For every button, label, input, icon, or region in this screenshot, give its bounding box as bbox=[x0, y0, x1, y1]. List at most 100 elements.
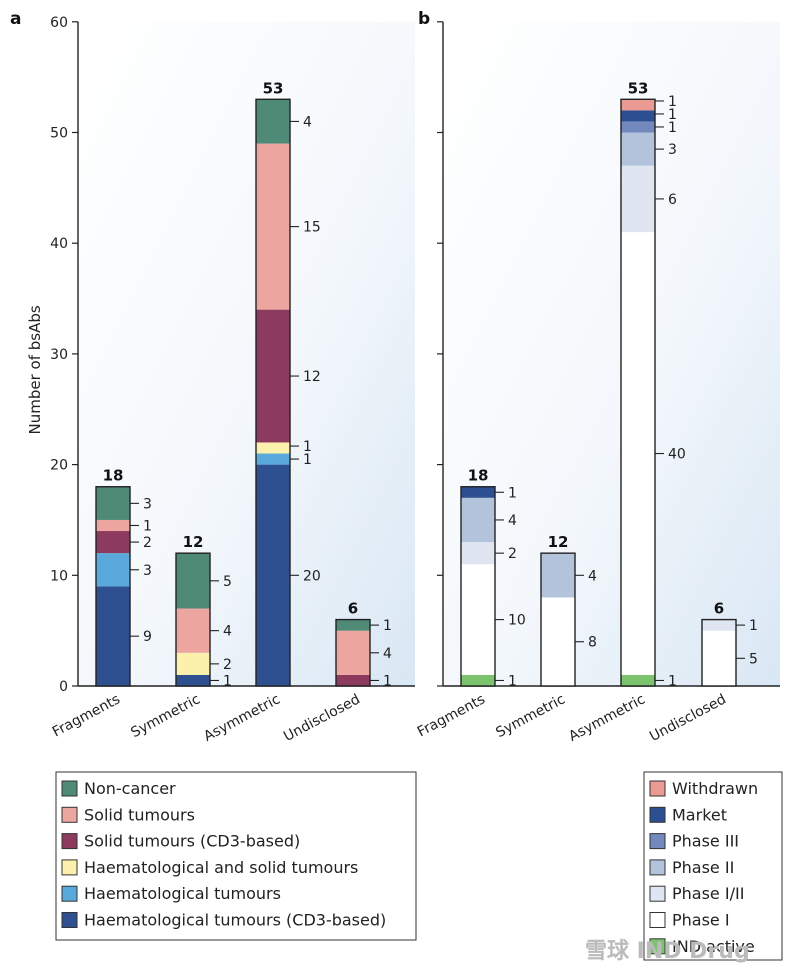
bar-segment bbox=[621, 110, 655, 122]
legend-swatch bbox=[649, 938, 666, 955]
bar-outline bbox=[255, 98, 291, 687]
segment-value-label: 1 bbox=[668, 120, 677, 136]
legend-entry: IND active bbox=[672, 937, 755, 956]
category-label: Symmetric bbox=[493, 691, 568, 741]
bar-segment bbox=[96, 553, 130, 587]
legend-swatch bbox=[649, 912, 666, 928]
bar-segment bbox=[702, 619, 736, 631]
y-tick-label: 40 bbox=[50, 236, 68, 252]
legend-swatch bbox=[649, 780, 666, 797]
segment-value-label: 1 bbox=[303, 439, 312, 455]
legend-swatch bbox=[61, 912, 78, 928]
bar-total-label: 53 bbox=[628, 79, 649, 97]
legend-swatch bbox=[649, 885, 666, 902]
bar-segment bbox=[336, 674, 370, 686]
y-tick-label: 30 bbox=[50, 347, 68, 363]
legend-entry: Solid tumours bbox=[84, 805, 195, 824]
segment-value-label: 1 bbox=[223, 673, 232, 689]
bar-total-label: 6 bbox=[714, 600, 724, 618]
legend-entry: Haematological tumours (CD3-based) bbox=[84, 911, 386, 930]
panel-b: b18110241Fragments1284Symmetric531406311… bbox=[415, 9, 780, 745]
bar-segment bbox=[621, 165, 655, 233]
segment-value-label: 1 bbox=[303, 452, 312, 468]
segment-value-label: 20 bbox=[303, 568, 321, 584]
bar-outline bbox=[460, 486, 496, 687]
legend-swatch bbox=[649, 859, 666, 876]
category-label: Undisclosed bbox=[647, 691, 729, 745]
segment-value-label: 1 bbox=[383, 618, 392, 634]
bar-segment bbox=[336, 619, 370, 631]
segment-value-label: 4 bbox=[588, 568, 597, 584]
legend-swatch bbox=[649, 806, 666, 823]
legend-entry: Market bbox=[672, 805, 727, 824]
category-label: Fragments bbox=[50, 691, 123, 740]
segment-value-label: 2 bbox=[508, 546, 517, 562]
bar-total-label: 12 bbox=[548, 533, 569, 551]
bar-segment bbox=[621, 674, 655, 686]
panel-letter: a bbox=[10, 9, 21, 29]
legend-entry: Haematological tumours bbox=[84, 884, 281, 903]
category-label: Asymmetric bbox=[201, 691, 283, 745]
category-label: Fragments bbox=[415, 691, 488, 740]
legend-entry: Phase II bbox=[672, 858, 734, 877]
category-label: Symmetric bbox=[128, 691, 203, 741]
bar-total-label: 18 bbox=[468, 467, 489, 485]
segment-value-label: 10 bbox=[508, 613, 526, 629]
bar-segment bbox=[256, 99, 290, 144]
segment-value-label: 1 bbox=[143, 518, 152, 534]
y-tick-label: 60 bbox=[50, 15, 68, 31]
legend-entry: Solid tumours (CD3-based) bbox=[84, 832, 300, 851]
bar-segment bbox=[256, 143, 290, 310]
category-label: Asymmetric bbox=[566, 691, 648, 745]
bar-segment bbox=[461, 542, 495, 565]
legend-swatch bbox=[61, 833, 78, 850]
segment-value-label: 4 bbox=[508, 513, 517, 529]
segment-value-label: 8 bbox=[588, 635, 597, 651]
bar-total-label: 6 bbox=[348, 600, 358, 618]
category-label: Undisclosed bbox=[281, 691, 363, 745]
bar-segment bbox=[621, 132, 655, 166]
legend-swatch bbox=[61, 806, 78, 823]
legend-entry: Withdrawn bbox=[672, 779, 758, 798]
legend-box bbox=[643, 771, 783, 961]
bar-outline bbox=[540, 552, 576, 687]
legend-entry: Phase I/II bbox=[672, 884, 744, 903]
segment-value-label: 4 bbox=[303, 114, 312, 130]
legend-swatch bbox=[61, 780, 78, 797]
legend-entry: Haematological and solid tumours bbox=[84, 858, 358, 877]
legend-swatch bbox=[649, 833, 666, 850]
segment-value-label: 40 bbox=[668, 447, 686, 463]
segment-value-label: 6 bbox=[668, 192, 677, 208]
bar-segment bbox=[96, 586, 130, 686]
bar-segment bbox=[621, 99, 655, 111]
segment-value-label: 1 bbox=[668, 94, 677, 110]
bar-segment bbox=[621, 121, 655, 133]
segment-value-label: 3 bbox=[143, 496, 152, 512]
legend-b: Withdrawn Market Phase III Phase II Phase I/… bbox=[643, 771, 783, 961]
panel-letter: b bbox=[418, 9, 430, 29]
legend-entry: Phase I bbox=[672, 911, 730, 930]
segment-value-label: 1 bbox=[668, 673, 677, 689]
y-tick-label: 20 bbox=[50, 458, 68, 474]
bar-outline bbox=[175, 552, 211, 687]
segment-value-label: 2 bbox=[143, 535, 152, 551]
segment-value-label: 3 bbox=[668, 142, 677, 158]
legend-entry: Phase III bbox=[672, 832, 739, 851]
bar-outline bbox=[95, 486, 131, 687]
bar-segment bbox=[541, 597, 575, 686]
legend-a: Non-cancer Solid tumours Solid tumours (CD… bbox=[55, 771, 417, 941]
y-tick-label: 0 bbox=[59, 679, 68, 695]
y-axis-title: Number of bsAbs bbox=[26, 305, 44, 434]
segment-value-label: 2 bbox=[223, 657, 232, 673]
segment-value-label: 1 bbox=[383, 673, 392, 689]
plot-background bbox=[443, 21, 780, 687]
y-tick-label: 50 bbox=[50, 126, 68, 142]
bar-segment bbox=[702, 630, 736, 686]
segment-value-label: 5 bbox=[749, 651, 758, 667]
segment-value-label: 1 bbox=[508, 485, 517, 501]
segment-value-label: 9 bbox=[143, 629, 152, 645]
bar-segment bbox=[256, 453, 290, 465]
bar-outline bbox=[620, 98, 656, 687]
bar-segment bbox=[256, 309, 290, 443]
